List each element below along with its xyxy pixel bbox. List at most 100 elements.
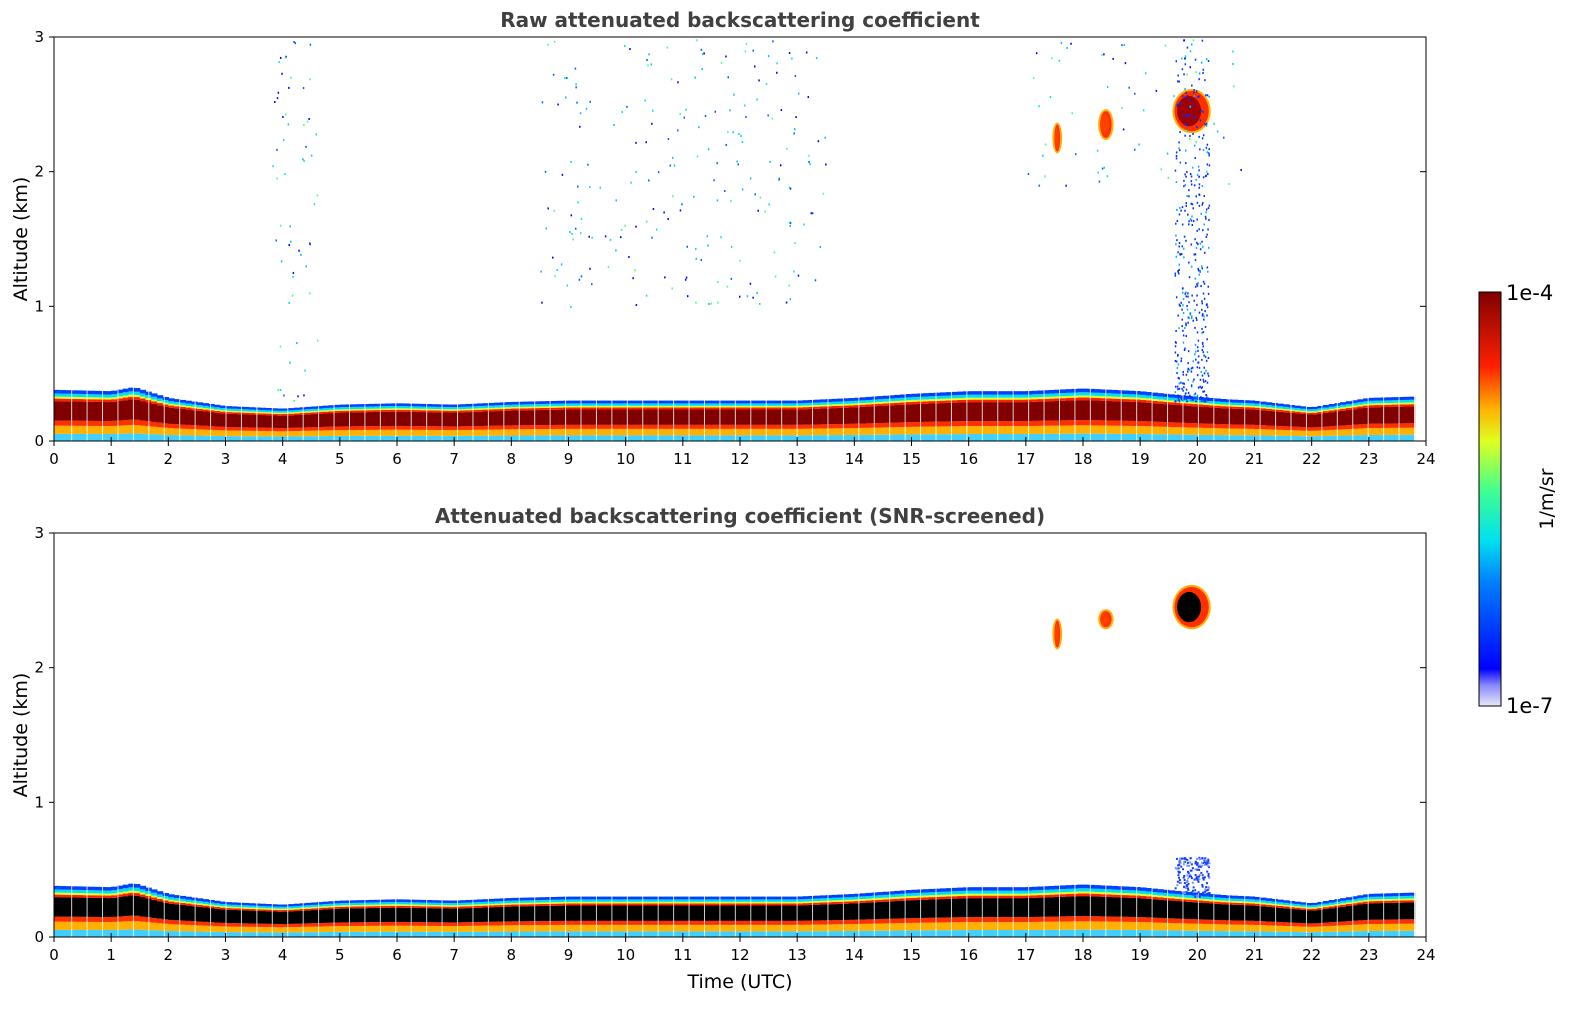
data-gap-line: [1120, 883, 1122, 937]
layer-column: [1134, 887, 1141, 937]
layer-column: [734, 896, 741, 937]
data-gap-line: [889, 883, 891, 937]
colorbar-gradient: [1478, 291, 1502, 707]
data-gap-line: [935, 883, 937, 937]
layer-column: [385, 899, 392, 937]
layer-column: [648, 896, 655, 937]
layer-column: [482, 899, 490, 937]
layer-column: [477, 403, 484, 441]
layer-column: [1157, 393, 1164, 441]
y-tick-label: 3: [34, 28, 44, 46]
layer-column: [231, 902, 238, 937]
data-gap-line: [240, 387, 242, 441]
layer-column: [76, 886, 84, 937]
data-gap-line: [842, 387, 844, 441]
layer-column: [236, 902, 244, 937]
layer-column: [397, 403, 404, 441]
layer-column: [1185, 395, 1193, 441]
layer-column: [545, 897, 552, 937]
panel1-y-ticks: 0 1 2 3: [34, 28, 1426, 450]
layer-column: [997, 887, 1004, 937]
layer-column: [54, 885, 61, 937]
data-gap-line: [379, 883, 381, 937]
data-gap-line: [1367, 387, 1369, 441]
data-gap-line: [534, 387, 536, 441]
raw-backscatter-plot-area: [54, 39, 1416, 441]
data-gap-line: [719, 883, 721, 937]
colorbar-max-label: 1e-4: [1506, 281, 1553, 305]
layer-column: [551, 896, 558, 937]
x-tick-label: 14: [845, 946, 864, 964]
layer-column: [1408, 892, 1416, 937]
layer-column: [231, 406, 238, 441]
layer-column: [1323, 404, 1330, 441]
layer-column: [597, 896, 604, 937]
data-gap-line: [1259, 883, 1261, 937]
x-tick-label: 10: [616, 946, 635, 964]
layer-column: [1065, 885, 1073, 937]
layer-column: [1111, 389, 1118, 441]
layer-column: [1037, 886, 1044, 937]
data-gap-line: [1398, 883, 1400, 937]
layer-column: [1277, 899, 1284, 937]
data-gap-line: [1290, 387, 1292, 441]
layer-column: [934, 392, 941, 441]
data-gap-line: [1321, 883, 1323, 937]
data-gap-line: [981, 883, 983, 937]
y-tick-label: 2: [34, 163, 44, 181]
data-gap-line: [1413, 883, 1415, 937]
x-tick-label: 19: [1131, 450, 1150, 468]
layer-column: [1265, 402, 1273, 441]
cloud-saturated: [1172, 584, 1211, 630]
layer-column: [351, 900, 358, 937]
x-tick-label: 4: [278, 946, 288, 964]
layer-column: [1100, 885, 1107, 937]
layer-column: [82, 390, 89, 441]
layer-column: [414, 899, 421, 937]
layer-column: [1243, 896, 1250, 937]
data-gap-line: [210, 387, 212, 441]
layer-column: [1254, 896, 1261, 937]
colorbar: 1e-4 1e-7 1/m/sr: [1478, 281, 1558, 718]
layer-column: [448, 404, 455, 441]
layer-column: [602, 400, 610, 441]
layer-column: [740, 896, 747, 937]
layer-column: [259, 407, 267, 441]
layer-column: [1277, 403, 1284, 441]
layer-column: [1117, 886, 1124, 937]
layer-column: [522, 401, 530, 441]
layer-column: [591, 400, 598, 441]
y-tick-label: 3: [34, 524, 44, 542]
layer-column: [780, 896, 787, 937]
layer-column: [191, 897, 198, 937]
layer-column: [116, 885, 124, 937]
data-gap-line: [163, 883, 165, 937]
layer-column: [968, 391, 975, 441]
data-gap-line: [657, 387, 659, 441]
data-gap-line: [194, 387, 196, 441]
layer-column: [539, 897, 547, 937]
layer-column: [974, 887, 981, 937]
layer-column: [276, 408, 284, 441]
layer-column: [282, 904, 289, 937]
data-gap-line: [1136, 387, 1138, 441]
layer-column: [1305, 902, 1313, 937]
layer-column: [214, 900, 221, 937]
layer-column: [208, 403, 215, 441]
data-gap-line: [395, 387, 397, 441]
data-gap-line: [210, 883, 212, 937]
data-gap-line: [873, 883, 875, 937]
layer-column: [1077, 388, 1084, 441]
layer-column: [511, 401, 518, 441]
data-gap-line: [71, 883, 73, 937]
layer-column: [922, 393, 930, 441]
layer-column: [825, 399, 833, 441]
layer-column: [1002, 391, 1010, 441]
layer-column: [1060, 885, 1067, 937]
layer-column: [745, 400, 753, 441]
layer-column: [488, 402, 495, 441]
data-gap-line: [1074, 883, 1076, 937]
layer-column: [265, 408, 272, 441]
data-gap-line: [179, 883, 181, 937]
layer-column: [1408, 396, 1416, 441]
